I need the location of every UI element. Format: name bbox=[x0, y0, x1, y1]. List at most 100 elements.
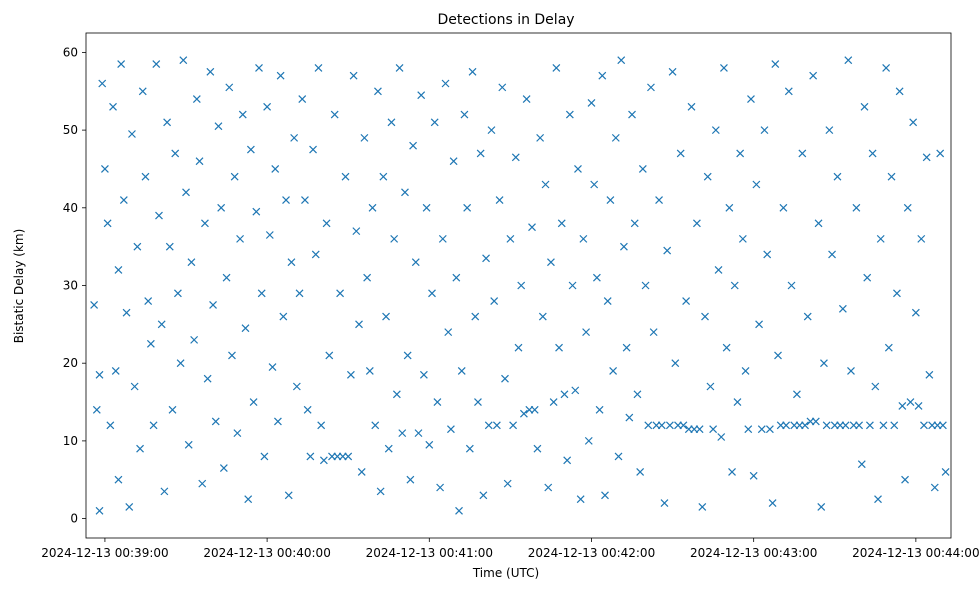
y-tick-label: 50 bbox=[63, 123, 78, 137]
data-point bbox=[225, 83, 234, 92]
data-point bbox=[357, 468, 366, 476]
data-point bbox=[238, 110, 247, 119]
data-point bbox=[460, 110, 469, 119]
data-point bbox=[336, 289, 345, 298]
data-point bbox=[130, 382, 139, 391]
data-point bbox=[552, 64, 561, 72]
data-point bbox=[582, 328, 591, 337]
data-point bbox=[514, 343, 523, 352]
data-point bbox=[560, 390, 569, 399]
y-tick-label: 60 bbox=[63, 45, 78, 59]
data-point bbox=[660, 499, 669, 507]
data-point bbox=[576, 495, 585, 504]
data-point bbox=[914, 401, 923, 410]
data-point bbox=[565, 110, 574, 119]
data-point bbox=[541, 180, 550, 189]
data-point bbox=[622, 343, 631, 352]
data-point bbox=[368, 203, 377, 212]
data-point bbox=[276, 71, 285, 80]
data-point bbox=[411, 258, 420, 267]
data-point bbox=[487, 126, 496, 135]
data-point bbox=[833, 172, 842, 181]
data-point bbox=[206, 67, 215, 76]
data-point bbox=[682, 297, 691, 305]
data-point bbox=[490, 297, 499, 305]
data-point bbox=[387, 118, 396, 127]
data-point bbox=[309, 145, 317, 154]
data-point bbox=[671, 359, 680, 368]
data-point bbox=[171, 149, 180, 158]
data-point bbox=[322, 219, 331, 228]
data-point bbox=[879, 421, 888, 430]
data-point bbox=[744, 425, 753, 434]
data-point bbox=[501, 374, 509, 383]
data-point bbox=[544, 483, 553, 492]
data-point bbox=[306, 452, 315, 461]
data-point bbox=[822, 421, 831, 430]
data-point bbox=[287, 258, 296, 267]
data-point bbox=[279, 312, 288, 321]
data-point bbox=[763, 250, 772, 259]
y-axis-label: Bistatic Delay (km) bbox=[12, 229, 26, 344]
data-point bbox=[219, 464, 228, 473]
data-point bbox=[409, 141, 418, 150]
data-point bbox=[344, 452, 353, 461]
data-point bbox=[587, 98, 596, 107]
data-point bbox=[857, 460, 866, 469]
data-point bbox=[522, 95, 531, 103]
data-point bbox=[538, 312, 547, 321]
data-point bbox=[876, 234, 885, 243]
data-point bbox=[555, 343, 563, 352]
data-point bbox=[755, 320, 764, 329]
data-point bbox=[365, 367, 374, 375]
data-point bbox=[898, 401, 907, 410]
data-point bbox=[160, 487, 169, 496]
data-point bbox=[398, 429, 407, 438]
data-point bbox=[392, 390, 401, 399]
data-point bbox=[249, 398, 258, 406]
data-point bbox=[465, 444, 474, 453]
data-point bbox=[882, 64, 891, 72]
x-tick-label: 2024-12-13 00:42:00 bbox=[528, 546, 655, 560]
data-point bbox=[244, 495, 253, 504]
data-point bbox=[95, 370, 104, 379]
x-axis-ticks: 2024-12-13 00:39:00 2024-12-13 00:40:00 20… bbox=[41, 538, 979, 560]
data-point bbox=[217, 203, 226, 212]
data-point bbox=[384, 444, 393, 453]
data-point bbox=[601, 491, 609, 500]
data-point bbox=[103, 219, 112, 228]
data-point bbox=[884, 343, 893, 352]
data-point bbox=[95, 506, 104, 515]
data-point bbox=[498, 83, 507, 92]
data-point bbox=[698, 502, 707, 511]
data-point bbox=[503, 479, 512, 488]
data-point bbox=[863, 273, 872, 282]
data-point bbox=[246, 145, 255, 154]
data-point bbox=[195, 157, 204, 166]
data-point bbox=[463, 203, 472, 212]
y-tick-label: 30 bbox=[63, 279, 78, 293]
data-point bbox=[482, 254, 490, 263]
scatter-points bbox=[90, 56, 950, 515]
data-point bbox=[184, 440, 193, 449]
data-point bbox=[179, 56, 188, 65]
data-point bbox=[263, 102, 272, 111]
chart-title: Detections in Delay bbox=[437, 12, 574, 28]
data-point bbox=[379, 172, 388, 181]
data-point bbox=[563, 456, 572, 465]
data-point bbox=[860, 102, 869, 111]
data-point bbox=[417, 91, 426, 100]
data-point bbox=[782, 421, 791, 430]
data-point bbox=[401, 188, 409, 197]
data-point bbox=[828, 250, 836, 259]
data-point bbox=[814, 219, 823, 228]
data-point bbox=[98, 79, 107, 88]
data-point bbox=[941, 468, 950, 476]
data-point bbox=[549, 398, 558, 406]
data-point bbox=[768, 499, 777, 507]
data-point bbox=[457, 367, 466, 375]
data-point bbox=[668, 67, 677, 76]
data-point bbox=[141, 172, 150, 181]
data-point bbox=[757, 425, 766, 434]
